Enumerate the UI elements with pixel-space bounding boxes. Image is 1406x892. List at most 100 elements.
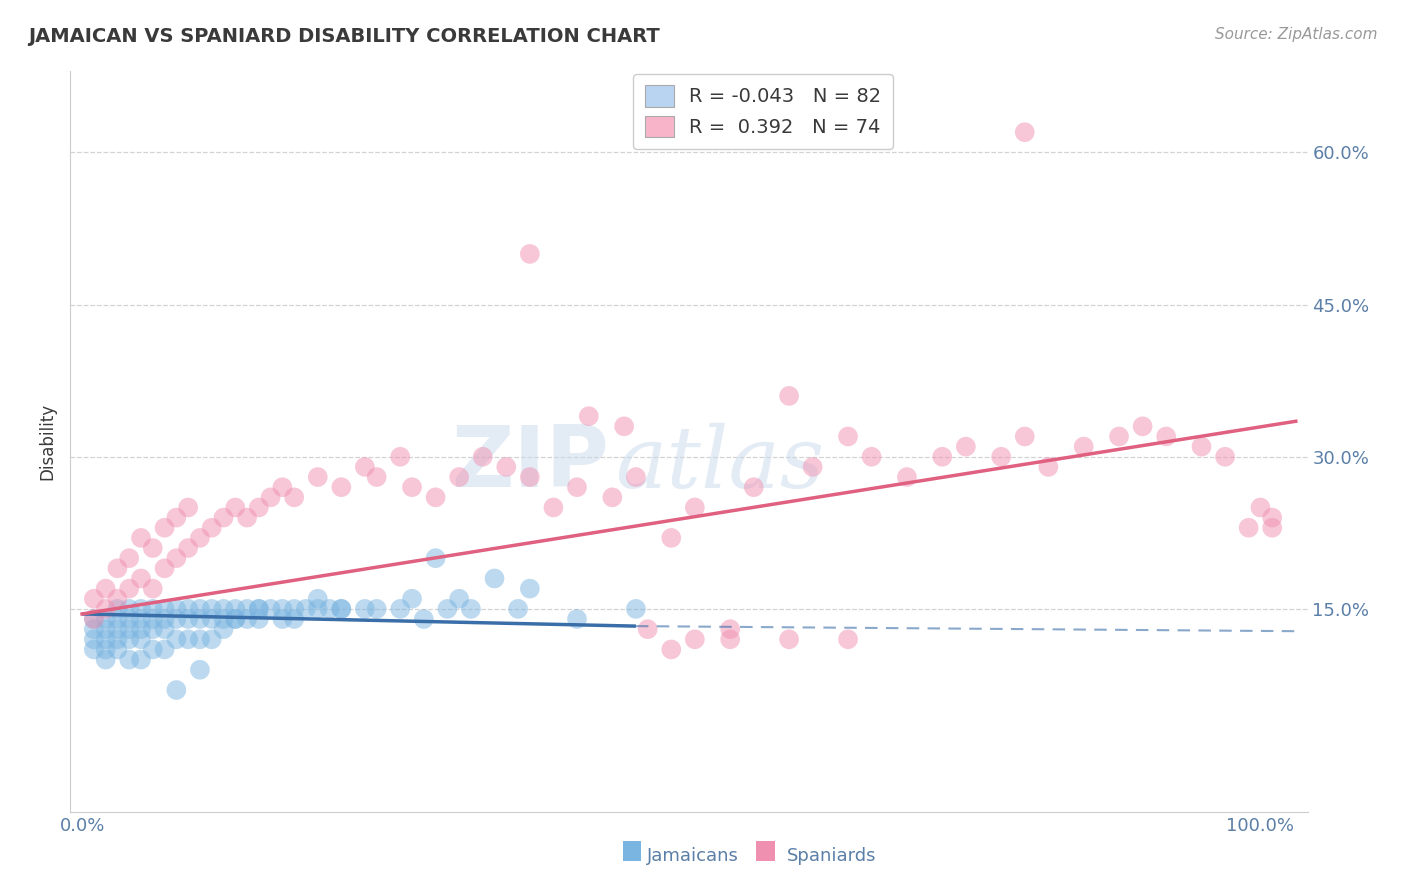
Point [318,602,340,616]
Point [118,632,141,647]
Text: JAMAICAN VS SPANIARD DISABILITY CORRELATION CHART: JAMAICAN VS SPANIARD DISABILITY CORRELAT… [28,27,659,45]
Point [1014,125,1036,139]
Point [1132,419,1154,434]
Point [307,591,329,606]
Point [177,500,200,515]
Point [188,632,211,647]
Point [177,632,200,647]
Point [153,561,176,575]
Point [1191,440,1213,454]
Point [990,450,1012,464]
Point [142,642,165,657]
Point [83,642,105,657]
Point [1213,450,1236,464]
Point [896,470,918,484]
Point [718,632,741,647]
Point [955,440,977,454]
Text: Spaniards: Spaniards [787,847,877,865]
Point [1038,459,1060,474]
Point [271,480,294,494]
Point [201,612,224,626]
Bar [756,841,775,861]
Point [1249,500,1271,515]
Point [165,602,187,616]
Point [401,591,423,606]
Point [118,551,141,566]
Point [624,602,647,616]
Point [188,531,211,545]
Point [613,419,636,434]
Point [247,500,270,515]
Point [153,612,176,626]
Point [129,571,152,585]
Point [201,632,224,647]
Point [495,459,517,474]
Point [259,491,281,505]
Point [366,470,388,484]
Point [142,541,165,555]
Point [236,510,259,524]
Point [201,602,224,616]
Point [484,571,506,585]
Point [425,551,447,566]
Point [354,459,377,474]
Point [107,561,129,575]
Point [354,602,377,616]
Point [519,470,541,484]
Point [1237,521,1260,535]
Point [142,622,165,636]
Point [1261,510,1284,524]
Point [519,582,541,596]
Point [165,551,187,566]
Point [931,450,953,464]
Point [118,612,141,626]
Point [659,642,682,657]
Point [165,612,187,626]
Point [83,612,105,626]
Point [107,642,129,657]
Point [224,612,246,626]
Point [177,612,200,626]
Text: Jamaicans: Jamaicans [647,847,738,865]
Point [683,632,706,647]
Point [129,652,152,666]
Point [188,612,211,626]
Point [212,622,235,636]
Point [153,622,176,636]
Point [224,602,246,616]
Point [224,612,246,626]
Point [330,480,353,494]
Point [236,602,259,616]
Point [94,612,117,626]
Point [283,612,305,626]
Point [1154,429,1177,443]
Point [118,652,141,666]
Point [94,642,117,657]
Point [94,632,117,647]
Point [1014,429,1036,443]
Point [1108,429,1130,443]
Point [212,510,235,524]
Point [94,582,117,596]
Point [271,612,294,626]
Point [83,632,105,647]
Point [366,602,388,616]
Point [307,602,329,616]
Point [683,500,706,515]
Text: ZIP: ZIP [451,422,609,505]
Point [165,510,187,524]
Point [129,632,152,647]
Point [471,450,494,464]
Point [519,247,541,261]
Point [283,602,305,616]
Point [389,450,412,464]
Point [602,491,624,505]
Point [188,602,211,616]
Point [659,531,682,545]
Point [153,521,176,535]
Point [94,602,117,616]
Bar [623,841,641,861]
Text: Source: ZipAtlas.com: Source: ZipAtlas.com [1215,27,1378,42]
Point [165,683,187,698]
Point [389,602,412,616]
